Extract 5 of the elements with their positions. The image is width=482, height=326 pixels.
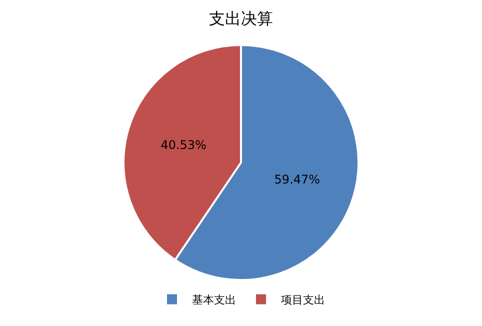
legend-label: 项目支出	[281, 293, 325, 306]
legend-label: 基本支出	[192, 293, 236, 306]
chart-title: 支出决算	[209, 9, 273, 28]
data-label: 59.47%	[274, 172, 320, 187]
data-label: 40.53%	[160, 138, 206, 152]
